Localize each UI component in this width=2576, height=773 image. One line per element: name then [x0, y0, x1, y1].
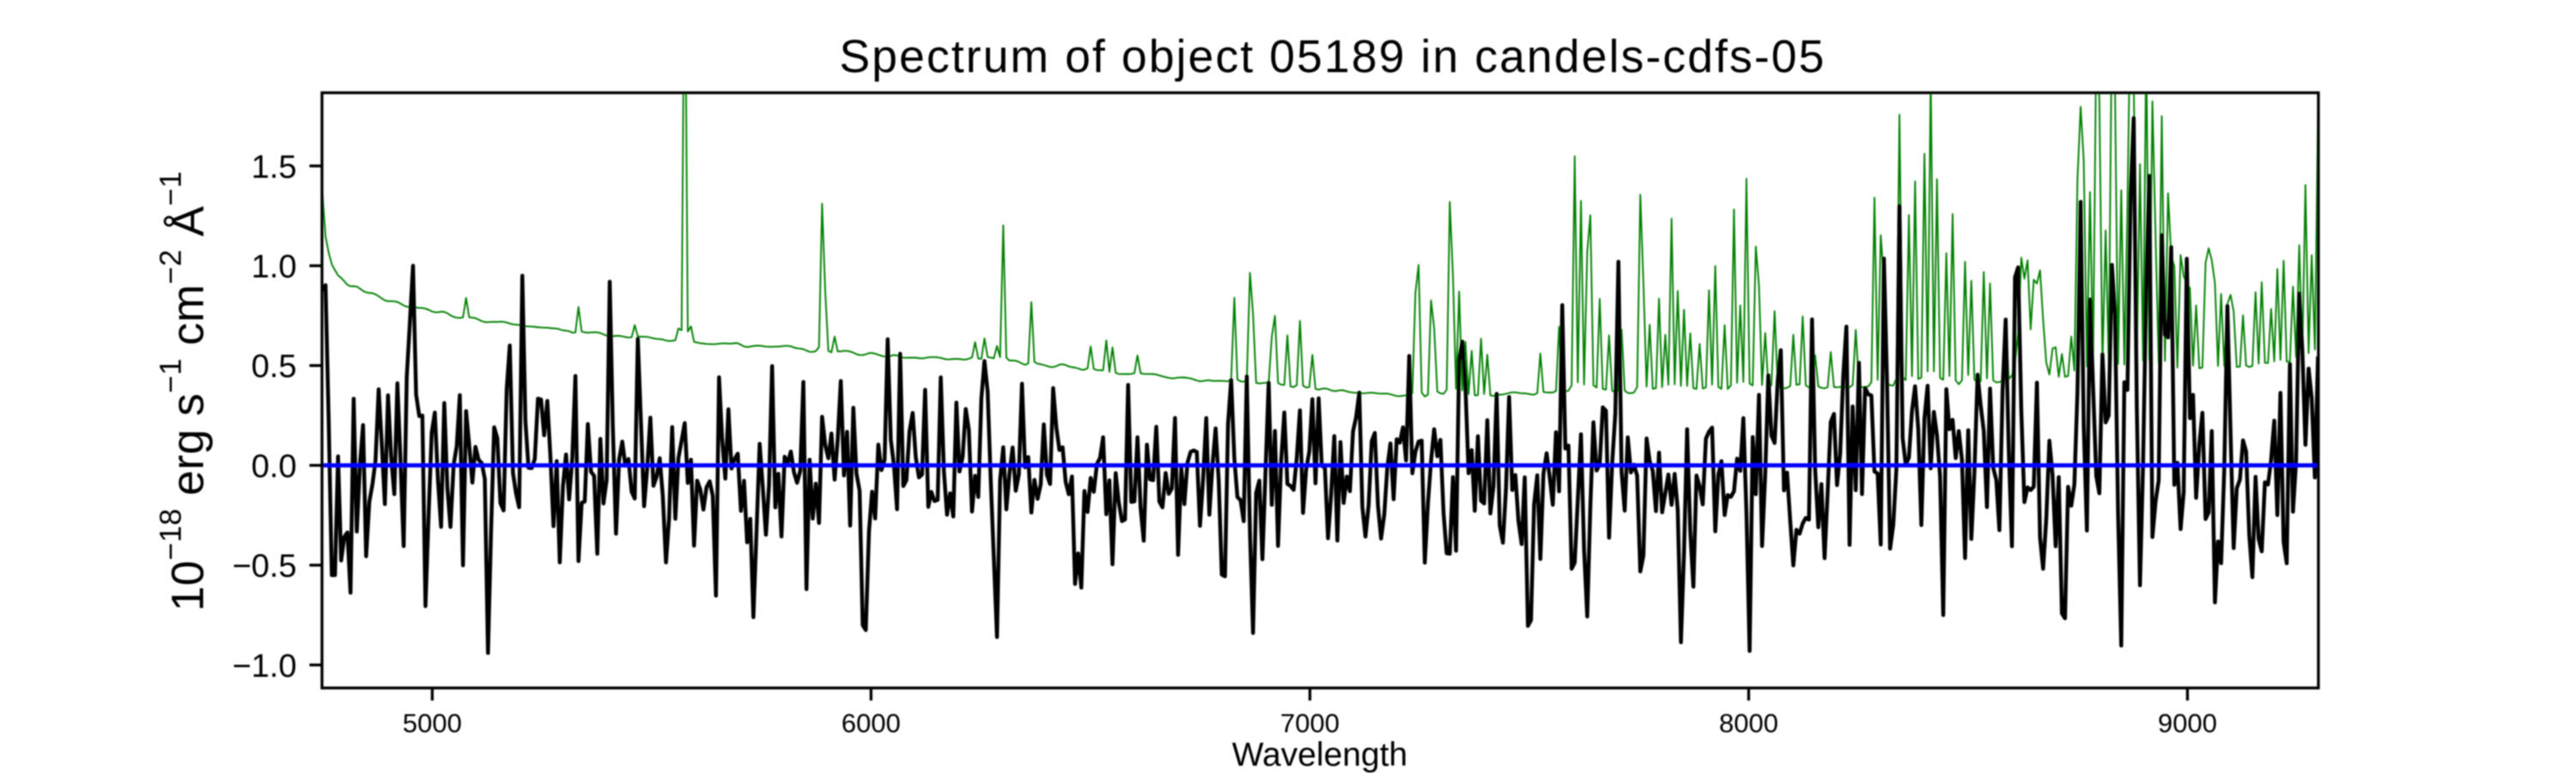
svg-text:0.0: 0.0	[252, 448, 297, 484]
svg-text:8000: 8000	[1719, 709, 1778, 739]
svg-text:−1.0: −1.0	[232, 648, 296, 685]
svg-text:9000: 9000	[2158, 709, 2217, 739]
svg-text:10−18 erg s−1 cm−2 Å−1: 10−18 erg s−1 cm−2 Å−1	[155, 171, 214, 612]
svg-text:Spectrum of object 05189 in ca: Spectrum of object 05189 in candels-cdfs…	[839, 32, 1826, 82]
svg-text:7000: 7000	[1280, 709, 1340, 739]
svg-text:6000: 6000	[841, 709, 901, 739]
svg-text:5000: 5000	[403, 709, 462, 739]
svg-text:Wavelength: Wavelength	[1232, 737, 1408, 773]
svg-text:1.5: 1.5	[252, 149, 297, 186]
svg-text:0.5: 0.5	[252, 349, 297, 385]
svg-text:1.0: 1.0	[252, 249, 297, 285]
svg-text:−0.5: −0.5	[232, 549, 296, 585]
